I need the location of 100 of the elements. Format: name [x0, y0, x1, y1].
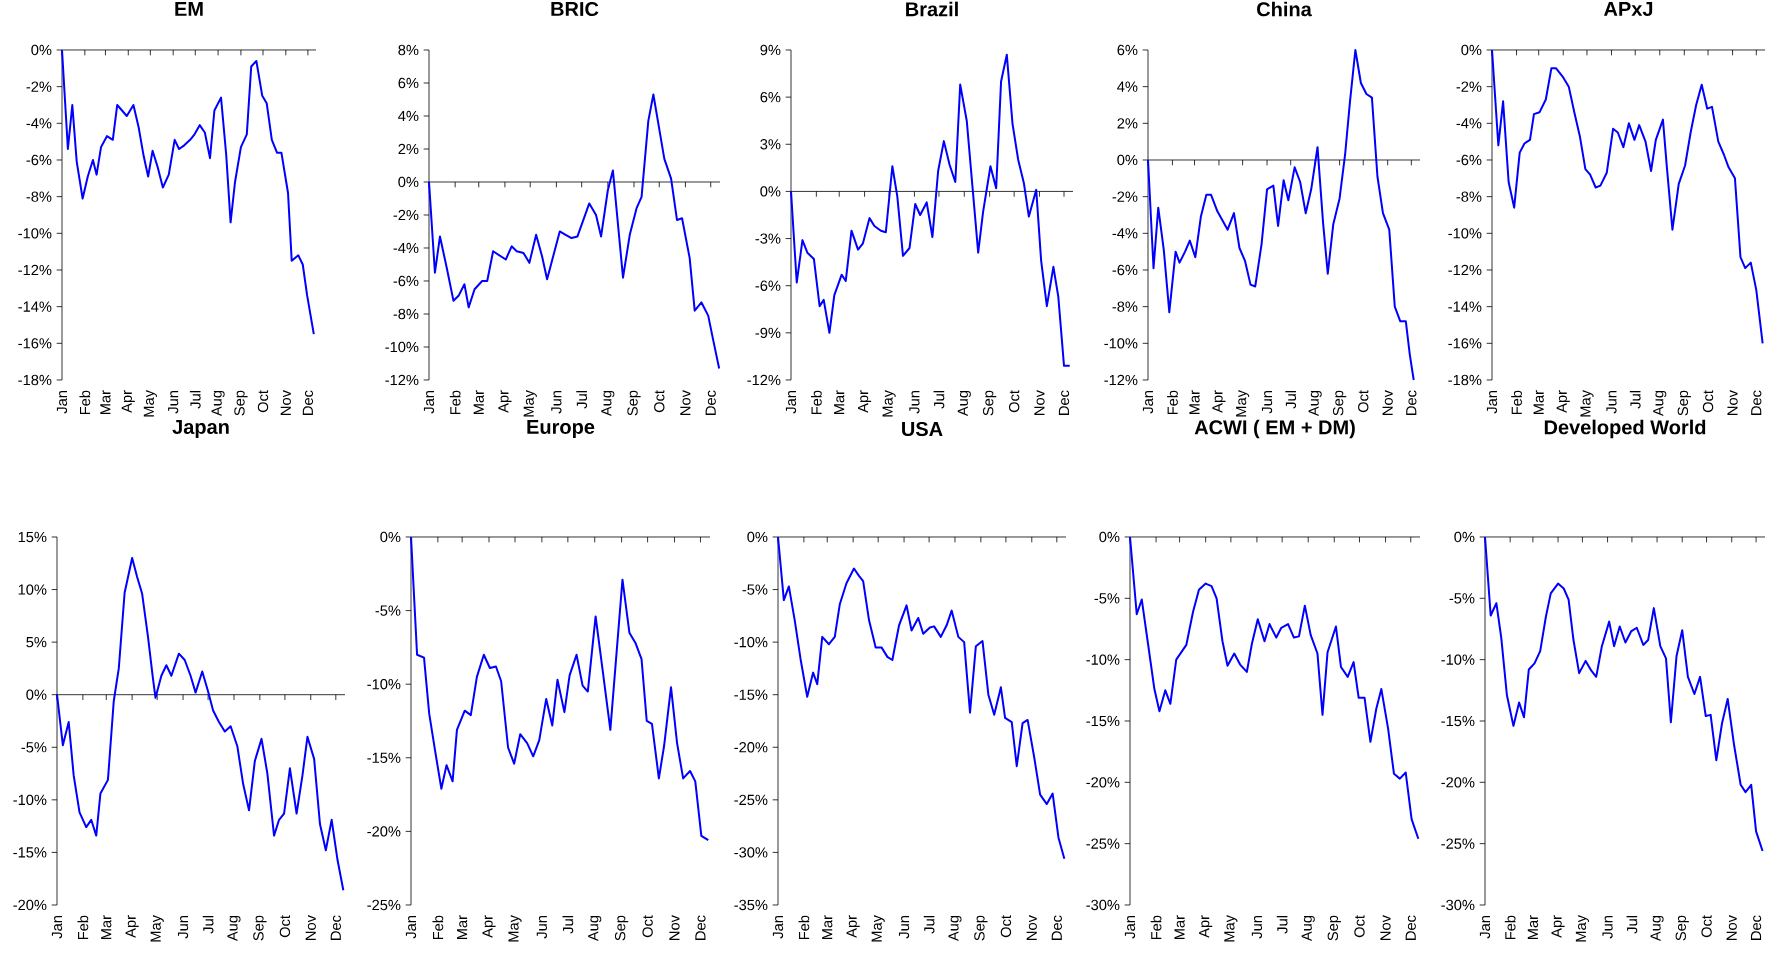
y-tick-label: -4% [26, 118, 52, 129]
y-tick-label: -2% [1112, 191, 1138, 202]
y-tick-label: -2% [26, 81, 52, 92]
x-tick-label: Jan [1124, 916, 1136, 939]
x-tick-label: Aug [948, 915, 962, 942]
x-tick-label: May [1580, 390, 1594, 417]
y-tick-label: 4% [1117, 81, 1138, 92]
x-tick-label: Apr [1199, 915, 1213, 938]
y-tick-label: -12% [18, 264, 52, 276]
x-tick-label: Nov [1382, 390, 1393, 415]
y-tick-label: -25% [734, 794, 768, 806]
x-tick-label: Mar [473, 390, 484, 415]
x-tick-label: Aug [227, 915, 241, 942]
y-tick-label: 6% [398, 77, 419, 89]
x-tick-label: Oct [1008, 390, 1020, 413]
y-tick-label: -12% [385, 374, 419, 386]
x-tick-label: Jul [189, 391, 201, 409]
x-tick-label: Mar [834, 390, 845, 415]
x-tick-label: May [143, 390, 157, 417]
x-tick-label: Sep [614, 915, 629, 941]
y-tick-label: -15% [1441, 715, 1475, 727]
x-tick-label: Apr [482, 915, 496, 938]
x-tick-label: Apr [1556, 390, 1570, 413]
x-tick-label: Jul [562, 916, 574, 934]
x-tick-label: Nov [1726, 915, 1737, 940]
x-tick-label: Apr [1212, 390, 1226, 413]
y-tick-label: -4% [1456, 118, 1482, 129]
x-tick-label: Sep [1332, 390, 1347, 416]
y-tick-label: 5% [26, 636, 47, 648]
y-tick-label: -10% [1441, 654, 1475, 665]
x-tick-label: Mar [100, 390, 111, 415]
x-tick-label: Jul [933, 391, 945, 409]
x-tick-label: Oct [1358, 390, 1369, 413]
y-tick-label: -20% [367, 826, 401, 837]
x-tick-label: Jan [785, 391, 797, 414]
x-tick-label: May [150, 915, 164, 942]
line-series [56, 557, 345, 892]
x-tick-label: Dec [705, 390, 716, 415]
x-tick-label: Apr [1551, 915, 1565, 938]
x-tick-label: Jan [1142, 390, 1154, 414]
x-tick-label: Mar [1189, 390, 1200, 415]
y-tick-label: -5% [21, 742, 47, 753]
x-tick-label: Mar [1174, 915, 1185, 940]
y-tick-label: -18% [18, 374, 52, 386]
x-tick-label: Oct [654, 390, 665, 413]
y-tick-label: 2% [398, 143, 419, 155]
y-tick-label: -20% [1441, 777, 1475, 788]
x-tick-label: Nov [1034, 390, 1045, 415]
y-tick-label: 3% [760, 139, 781, 150]
y-tick-label: -10% [18, 228, 52, 239]
x-tick-label: Jun [536, 916, 547, 939]
y-tick-label: -2% [393, 209, 419, 221]
y-tick-label: 0% [31, 44, 52, 56]
x-tick-label: Jul [202, 916, 214, 934]
x-tick-label: May [508, 915, 522, 942]
y-tick-label: -10% [1448, 228, 1482, 239]
y-tick-label: -8% [1456, 191, 1482, 202]
x-tick-label: Dec [1750, 915, 1762, 940]
y-tick-label: -6% [1112, 264, 1138, 276]
x-tick-label: Nov [1380, 915, 1391, 940]
y-tick-label: -2% [1456, 81, 1482, 92]
x-tick-label: Oct [642, 915, 653, 938]
x-tick-label: Jan [1479, 915, 1491, 939]
y-tick-label: -4% [393, 242, 419, 254]
chart-title: Europe [527, 420, 595, 438]
x-tick-label: Mar [101, 915, 112, 940]
x-tick-label: Jun [177, 916, 189, 939]
y-tick-label: -8% [26, 191, 52, 202]
chart-title: Developed World [1544, 419, 1706, 439]
x-tick-label: Mar [457, 915, 468, 940]
x-tick-label: Feb [1504, 915, 1516, 940]
x-tick-label: Aug [588, 915, 602, 942]
x-tick-label: Feb [798, 915, 810, 940]
x-tick-label: Aug [1301, 915, 1315, 942]
x-tick-label: Apr [498, 390, 512, 413]
y-tick-label: 6% [760, 91, 781, 103]
y-tick-label: -14% [18, 301, 52, 312]
x-tick-label: Jun [1606, 390, 1617, 414]
chart-title: ACWI ( EM + DM) [1194, 419, 1355, 439]
y-tick-label: 6% [1117, 44, 1138, 56]
y-tick-label: -15% [13, 847, 47, 858]
x-tick-label: Jul [923, 916, 935, 934]
y-tick-label: 0% [760, 186, 781, 197]
x-tick-label: Feb [79, 390, 91, 415]
x-tick-label: Jun [551, 391, 562, 414]
y-tick-label: -12% [1104, 374, 1138, 386]
x-tick-label: Nov [1727, 390, 1738, 415]
y-tick-label: -12% [1448, 264, 1482, 276]
y-tick-label: 15% [18, 531, 47, 543]
y-tick-label: -16% [18, 338, 52, 349]
x-tick-label: Nov [305, 915, 316, 940]
y-tick-label: -30% [734, 847, 768, 858]
chart-title: China [1257, 1, 1312, 17]
x-tick-label: Feb [1511, 390, 1522, 415]
x-tick-label: Feb [449, 390, 461, 415]
x-tick-label: Jul [576, 391, 588, 409]
x-tick-label: May [523, 390, 537, 417]
x-tick-label: Apr [125, 915, 139, 938]
y-tick-label: 0% [1099, 531, 1120, 543]
x-tick-label: Mar [1533, 390, 1544, 415]
